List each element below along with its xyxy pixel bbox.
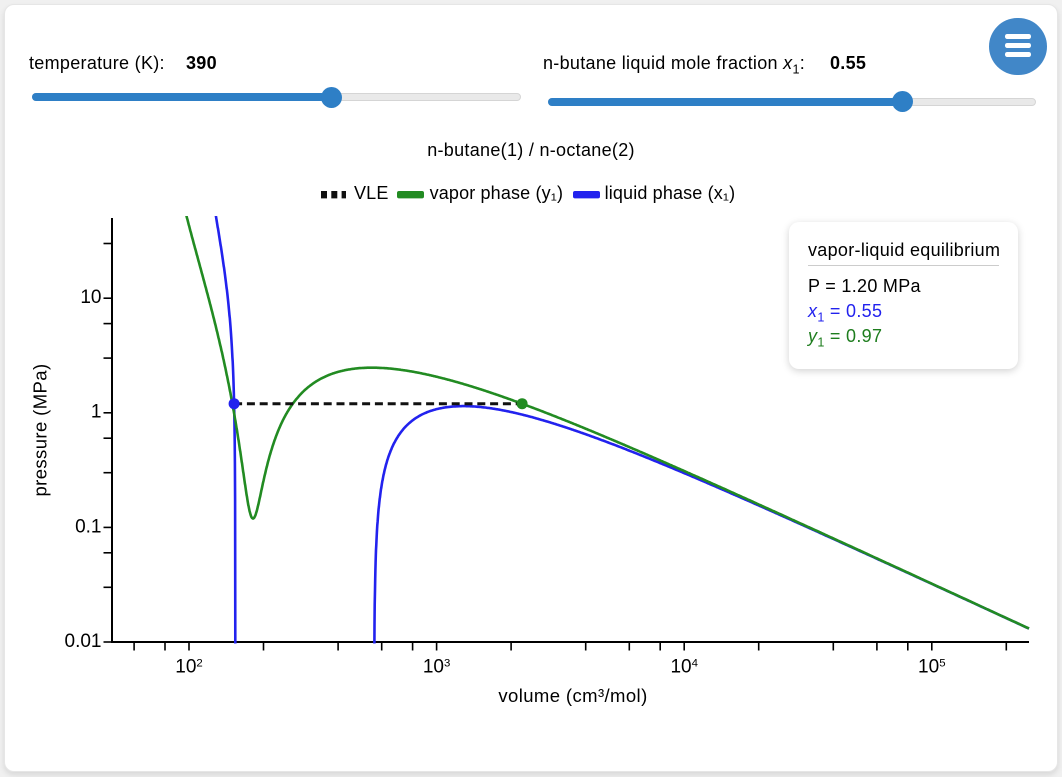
svg-text:102: 102 bbox=[175, 657, 202, 678]
svg-text:volume (cm³/mol): volume (cm³/mol) bbox=[498, 685, 647, 706]
svg-text:103: 103 bbox=[423, 657, 450, 678]
svg-text:pressure (MPa): pressure (MPa) bbox=[30, 363, 51, 496]
svg-text:1: 1 bbox=[91, 402, 102, 423]
svg-text:0.01: 0.01 bbox=[65, 631, 102, 652]
svg-text:0.1: 0.1 bbox=[75, 516, 101, 537]
svg-text:104: 104 bbox=[670, 657, 697, 678]
svg-text:10: 10 bbox=[80, 287, 101, 308]
svg-text:105: 105 bbox=[918, 657, 945, 678]
